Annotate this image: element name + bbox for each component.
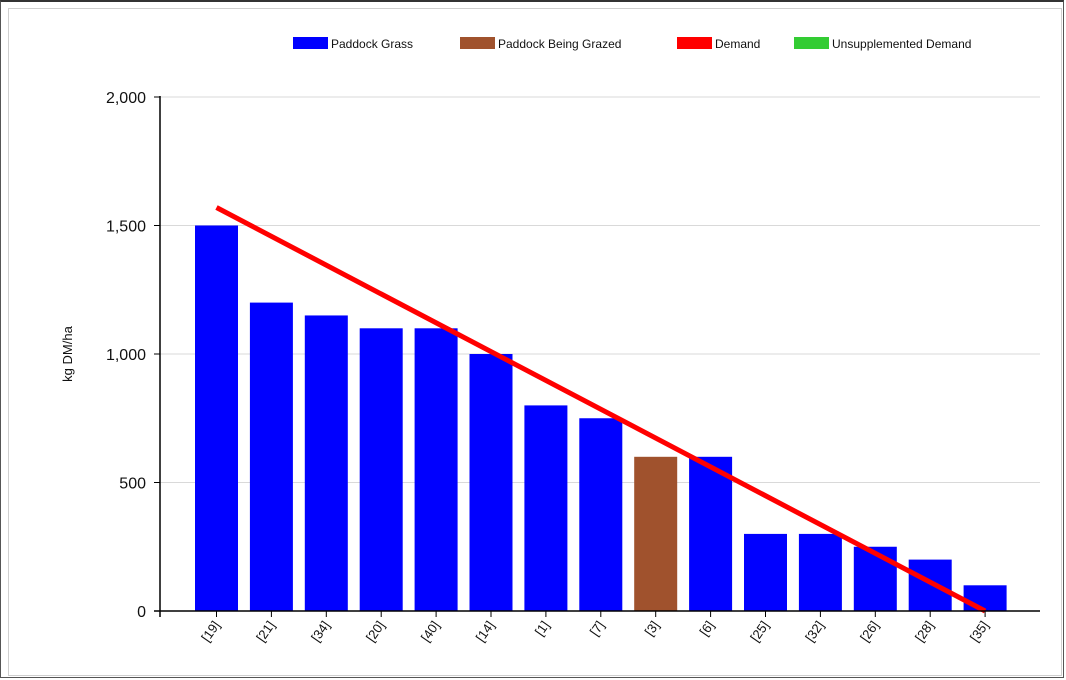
x-tick-label: [7] — [587, 618, 608, 638]
bar-paddock-grass — [963, 585, 1007, 611]
bar-paddock-grass — [469, 354, 513, 611]
bar-paddock-grass — [524, 405, 568, 611]
legend-demand-label: Demand — [715, 37, 760, 51]
axes — [154, 96, 1040, 617]
x-tick-label: [32] — [802, 618, 827, 644]
legend-unsupplemented-demand-swatch — [794, 37, 829, 49]
bar-paddock-grass — [908, 559, 952, 611]
legend-paddock-being-grazed-swatch — [460, 37, 495, 49]
bar-paddock-grass — [359, 328, 403, 611]
bar-paddock-grass — [689, 456, 733, 611]
legend-unsupplemented-demand-label: Unsupplemented Demand — [832, 37, 971, 51]
bar-paddock-grass — [798, 533, 842, 611]
x-tick-label: [19] — [198, 618, 223, 644]
y-tick-label: 0 — [137, 604, 146, 621]
x-tick-label: [3] — [642, 618, 663, 638]
bar-paddock-grass — [853, 546, 897, 611]
x-tick-label: [35] — [967, 618, 992, 644]
bar-paddock-grass — [304, 315, 348, 611]
legend: Paddock Grass Paddock Being Grazed Demand U… — [293, 37, 971, 51]
x-tick-label: [20] — [363, 618, 388, 644]
y-tick-label: 500 — [119, 476, 146, 493]
x-tick-label: [34] — [308, 618, 333, 644]
x-tick-label: [28] — [912, 618, 937, 644]
legend-paddock-grass-label: Paddock Grass — [331, 37, 413, 51]
bar-paddock-being-grazed — [634, 456, 678, 611]
demand-line-group — [215, 205, 987, 614]
x-tick-labels: [19] [21] [34] [20] [40] [14] [1] [7] [3] [6] [25]… — [198, 618, 991, 644]
x-tick-label: [21] — [253, 618, 278, 644]
y-axis-label: kg DM/ha — [60, 325, 75, 381]
y-tick-label: 1,000 — [106, 347, 146, 364]
bars — [195, 225, 1007, 611]
x-tick-label: [26] — [857, 618, 882, 644]
x-tick-label: [40] — [418, 618, 443, 644]
bar-paddock-grass — [414, 328, 458, 611]
x-tick-label: [6] — [696, 618, 717, 638]
demand-line — [215, 205, 987, 614]
bar-paddock-grass — [195, 225, 238, 611]
legend-paddock-grass-swatch — [293, 37, 328, 49]
x-tick-label: [1] — [532, 618, 553, 638]
bar-paddock-grass — [579, 418, 623, 611]
y-tick-label: 2,000 — [106, 90, 146, 107]
x-tick-label: [25] — [747, 618, 772, 644]
y-tick-label: 1,500 — [106, 219, 146, 236]
legend-paddock-being-grazed-label: Paddock Being Grazed — [498, 37, 621, 51]
bar-paddock-grass — [249, 302, 293, 611]
legend-demand-swatch — [677, 37, 712, 49]
y-tick-labels: 0 500 1,000 1,500 2,000 — [106, 90, 146, 621]
x-tick-label: [14] — [473, 618, 498, 644]
bar-paddock-grass — [744, 533, 787, 611]
